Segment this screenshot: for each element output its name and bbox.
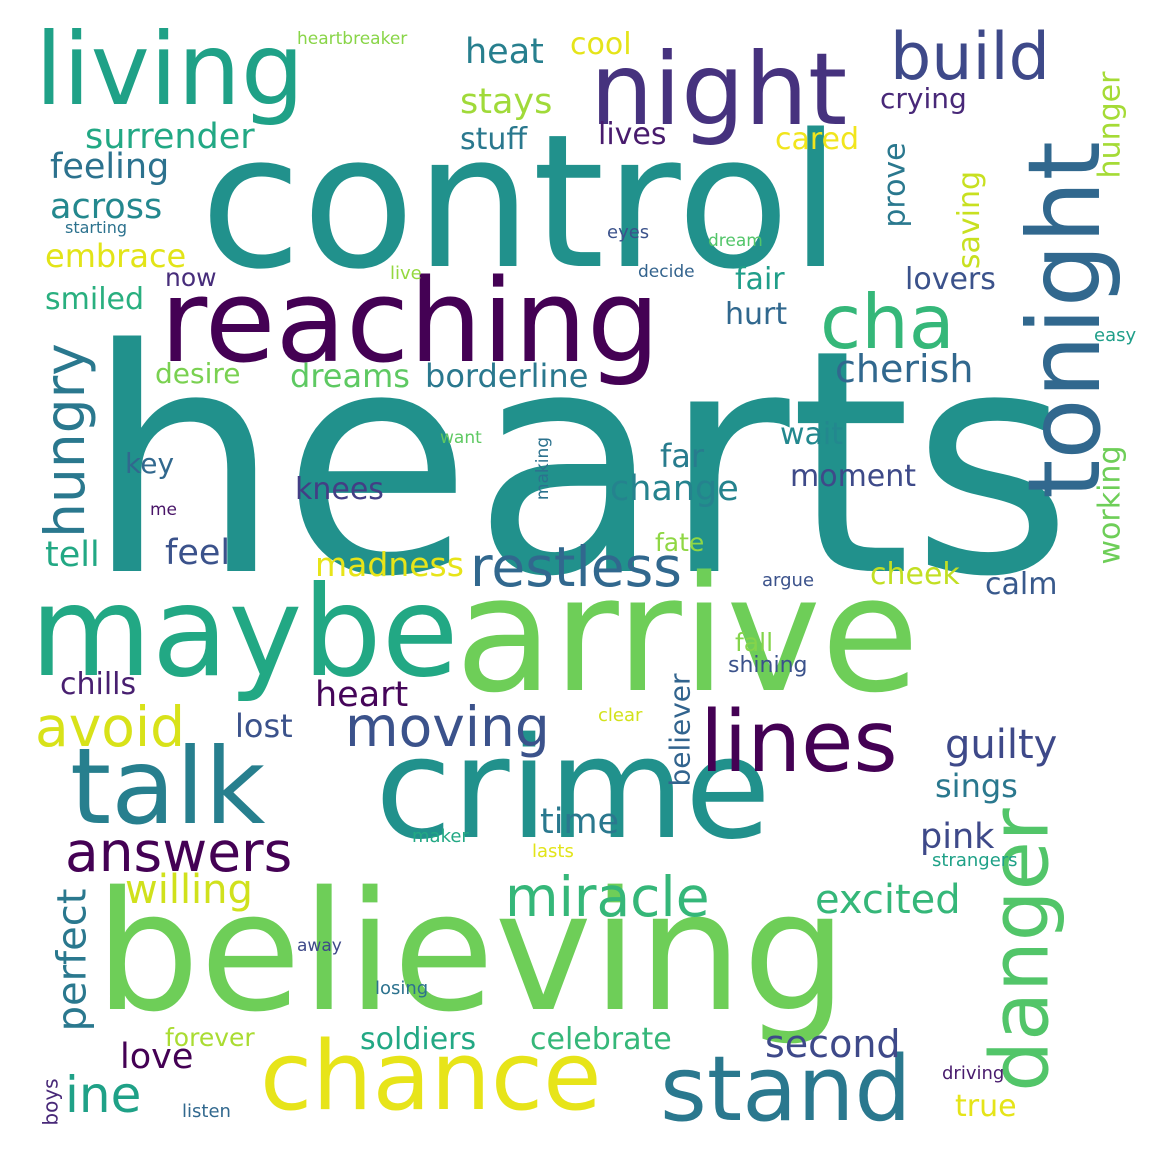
word-excited: excited [815, 877, 961, 923]
word-hunger: hunger [1091, 71, 1127, 179]
word-crying: crying [880, 82, 967, 115]
word-second: second [765, 1022, 901, 1066]
word-boys: boys [38, 1078, 63, 1126]
word-argue: argue [762, 570, 815, 591]
word-crime: crime [375, 708, 771, 871]
word-saving: saving [952, 170, 988, 270]
word-cherish: cherish [835, 347, 974, 391]
word-reaching: reaching [160, 255, 660, 389]
word-wait: wait [780, 417, 844, 452]
word-driving: driving [942, 1063, 1005, 1084]
word-key: key [125, 447, 175, 480]
word-pink: pink [920, 817, 995, 857]
word-perfect: perfect [48, 888, 95, 1032]
word-fall: fall [735, 628, 774, 657]
word-fate: fate [655, 528, 705, 557]
word-dream: dream [708, 231, 763, 251]
word-smiled: smiled [45, 282, 145, 317]
word-love: love [120, 1037, 194, 1077]
word-now: now [165, 263, 217, 292]
word-strangers: strangers [932, 850, 1018, 871]
word-willing: willing [125, 867, 253, 913]
word-control: control [200, 94, 842, 310]
word-lives: lives [598, 117, 667, 152]
word-making: making [532, 436, 553, 500]
word-tell: tell [45, 535, 100, 575]
word-hearts: hearts [85, 284, 1073, 645]
word-away: away [297, 936, 342, 956]
word-living: living [35, 11, 305, 128]
word-stand: stand [660, 1037, 912, 1142]
word-soldiers: soldiers [360, 1022, 477, 1057]
word-night: night [590, 31, 848, 148]
word-heat: heat [465, 32, 544, 72]
word-feeling: feeling [50, 147, 170, 187]
word-celebrate: celebrate [530, 1022, 672, 1057]
word-lost: lost [235, 707, 293, 745]
word-lines: lines [700, 693, 898, 792]
word-build: build [890, 20, 1050, 95]
word-me: me [150, 500, 178, 520]
word-prove: prove [877, 142, 913, 228]
word-moving: moving [345, 695, 550, 759]
word-moment: moment [790, 459, 917, 494]
word-time: time [540, 802, 620, 842]
word-losing: losing [375, 978, 429, 999]
word-believing: believing [95, 856, 848, 1048]
word-sings: sings [935, 767, 1018, 805]
word-decide: decide [638, 262, 695, 282]
word-working: working [1092, 445, 1127, 565]
word-maker: maker [412, 826, 469, 847]
word-calm: calm [985, 567, 1058, 602]
word-maybe: maybe [30, 560, 459, 705]
word-feel: feel [165, 533, 231, 573]
word-heartbreaker: heartbreaker [297, 29, 408, 49]
word-ine: ine [65, 1066, 142, 1124]
word-easy: easy [1094, 325, 1137, 346]
word-believer: believer [663, 673, 697, 787]
word-hungry: hungry [32, 342, 97, 538]
word-live: live [390, 263, 422, 284]
word-guilty: guilty [945, 722, 1058, 768]
word-desire: desire [155, 357, 241, 390]
word-forever: forever [165, 1023, 255, 1052]
word-chills: chills [60, 667, 137, 702]
word-dreams: dreams [290, 357, 410, 395]
word-far: far [660, 437, 705, 475]
word-want: want [440, 428, 482, 448]
word-starting: starting [65, 218, 128, 237]
word-shining: shining [728, 653, 808, 678]
word-hurt: hurt [725, 297, 788, 332]
word-embrace: embrace [45, 237, 187, 275]
word-change: change [610, 469, 739, 509]
word-eyes: eyes [607, 222, 650, 243]
word-lovers: lovers [905, 262, 996, 297]
word-talk: talk [70, 726, 266, 848]
word-true: true [955, 1089, 1017, 1124]
word-answers: answers [65, 820, 293, 884]
word-arrive: arrive [455, 541, 920, 728]
word-chance: chance [260, 1022, 602, 1132]
word-listen: listen [182, 1101, 231, 1122]
word-avoid: avoid [35, 695, 186, 759]
word-borderline: borderline [425, 357, 589, 395]
word-cool: cool [570, 27, 632, 62]
word-heart: heart [315, 675, 409, 715]
word-cared: cared [775, 122, 860, 157]
word-cheek: cheek [870, 557, 960, 592]
word-fair: fair [735, 262, 785, 297]
word-restless: restless [470, 535, 682, 599]
word-clear: clear [598, 705, 643, 726]
word-knees: knees [295, 472, 384, 507]
word-cha: cha [820, 278, 955, 366]
word-miracle: miracle [505, 865, 710, 929]
word-stuff: stuff [460, 122, 528, 157]
word-lasts: lasts [532, 841, 574, 862]
word-madness: madness [315, 545, 464, 584]
word-across: across [50, 187, 163, 227]
word-stays: stays [460, 82, 553, 122]
word-surrender: surrender [85, 117, 255, 157]
